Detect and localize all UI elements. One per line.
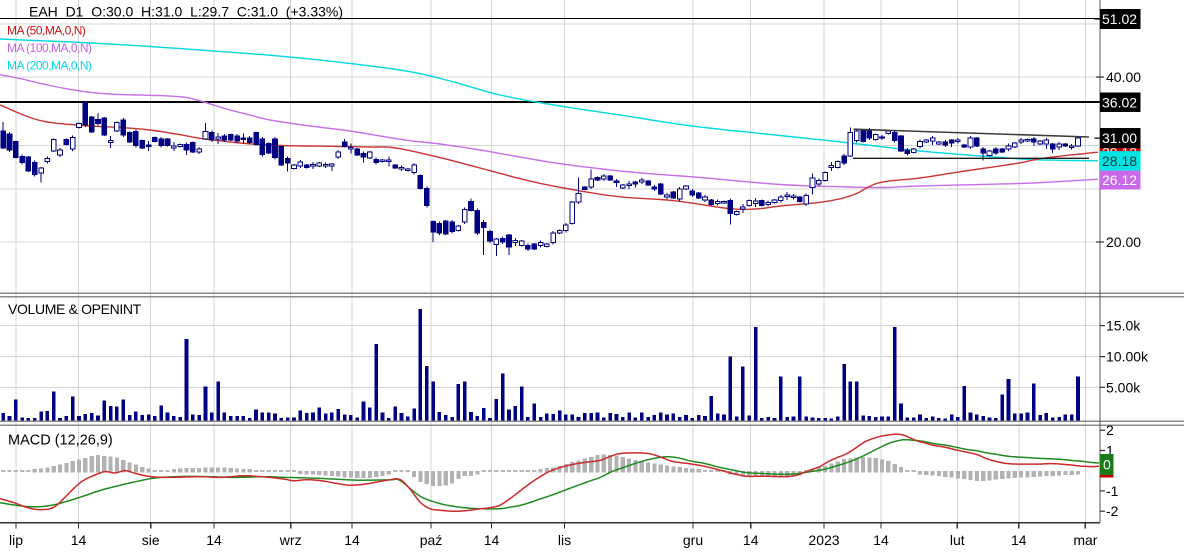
svg-text:15.0k: 15.0k xyxy=(1106,318,1141,334)
svg-text:5.00k: 5.00k xyxy=(1106,379,1141,395)
svg-text:14: 14 xyxy=(873,532,889,548)
svg-text:gru: gru xyxy=(683,532,703,548)
svg-text:MA (100,MA,0,N): MA (100,MA,0,N) xyxy=(7,41,92,55)
svg-text:36.02: 36.02 xyxy=(1102,94,1137,110)
svg-text:-1: -1 xyxy=(1106,483,1119,499)
svg-text:14: 14 xyxy=(71,532,87,548)
svg-text:40.00: 40.00 xyxy=(1106,69,1141,85)
svg-text:20.00: 20.00 xyxy=(1106,234,1141,250)
svg-text:lut: lut xyxy=(950,532,965,548)
svg-text:14: 14 xyxy=(206,532,222,548)
svg-text:28.18: 28.18 xyxy=(1102,153,1137,169)
svg-text:MACD (12,26,9): MACD (12,26,9) xyxy=(8,433,113,449)
svg-text:lis: lis xyxy=(558,532,571,548)
svg-text:51.02: 51.02 xyxy=(1102,11,1137,27)
svg-text:0: 0 xyxy=(1103,457,1111,473)
svg-text:2: 2 xyxy=(1106,422,1114,438)
svg-text:1: 1 xyxy=(1106,443,1114,459)
svg-text:MA (50,MA,0,N): MA (50,MA,0,N) xyxy=(7,24,86,38)
svg-text:14: 14 xyxy=(1011,532,1027,548)
svg-text:wrz: wrz xyxy=(279,532,302,548)
svg-text:31.00: 31.00 xyxy=(1102,130,1137,146)
svg-text:VOLUME & OPENINT: VOLUME & OPENINT xyxy=(8,301,142,317)
svg-text:mar: mar xyxy=(1073,532,1097,548)
svg-text:EAH D1 O:30.0 H:31.0 L:29.: EAH D1 O:30.0 H:31.0 L:29.7 C:31.0 (+3.3… xyxy=(29,4,343,20)
svg-text:14: 14 xyxy=(743,532,759,548)
svg-text:sie: sie xyxy=(142,532,160,548)
svg-text:14: 14 xyxy=(484,532,500,548)
svg-text:-2: -2 xyxy=(1106,503,1119,519)
svg-text:2023: 2023 xyxy=(808,532,839,548)
svg-text:10.00k: 10.00k xyxy=(1106,349,1149,365)
svg-text:MA (200,MA,0,N): MA (200,MA,0,N) xyxy=(7,59,92,73)
svg-text:paź: paź xyxy=(420,532,443,548)
svg-text:26.12: 26.12 xyxy=(1102,172,1137,188)
svg-text:14: 14 xyxy=(344,532,360,548)
svg-text:lip: lip xyxy=(9,532,23,548)
